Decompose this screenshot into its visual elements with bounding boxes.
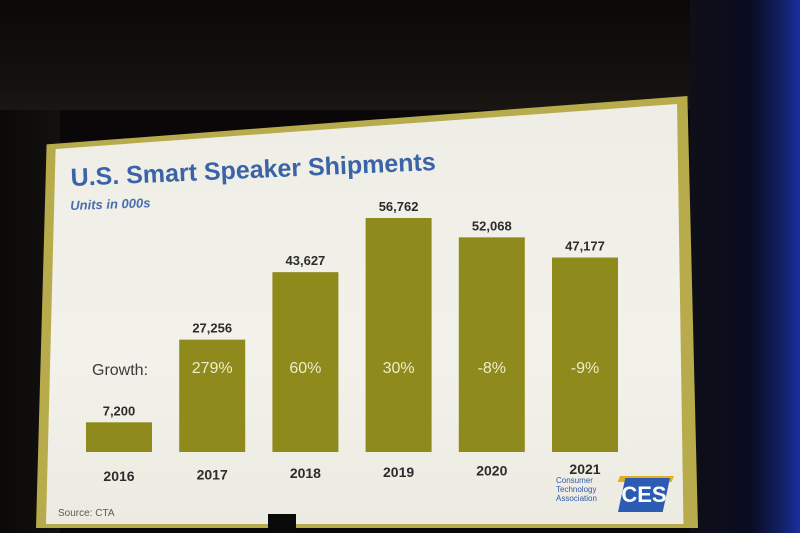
value-label-2019: 56,762 <box>379 199 419 214</box>
bar-2020 <box>458 237 525 452</box>
growth-label-2017: 279% <box>192 360 233 377</box>
growth-label-2021: -9% <box>571 360 599 377</box>
ces-logo-mark: CES <box>618 478 670 512</box>
value-label-2018: 43,627 <box>286 253 326 268</box>
category-label-2020: 2020 <box>476 462 507 478</box>
room-background-top <box>0 0 800 110</box>
category-label-2016: 2016 <box>103 468 134 484</box>
growth-label-2018: 60% <box>289 360 321 377</box>
cta-logo-line3: Association <box>556 494 597 503</box>
screen-stand <box>268 514 296 533</box>
growth-label-2019: 30% <box>383 360 415 377</box>
category-label-2019: 2019 <box>383 464 414 480</box>
category-label-2017: 2017 <box>197 467 228 483</box>
source-note: Source: CTA <box>58 508 115 519</box>
cta-logo-text: Consumer Technology Association <box>556 476 616 503</box>
bar-2021 <box>552 257 618 452</box>
bar-2017 <box>179 339 246 452</box>
cta-logo-line2: Technology <box>556 485 597 494</box>
growth-label: Growth: <box>92 362 149 379</box>
value-label-2016: 7,200 <box>103 403 136 418</box>
cta-logo-line1: Consumer <box>556 476 593 485</box>
value-label-2017: 27,256 <box>192 321 232 336</box>
bar-2019 <box>365 218 432 452</box>
bar-2016 <box>86 422 152 452</box>
category-label-2021: 2021 <box>569 461 600 477</box>
value-label-2020: 52,068 <box>472 218 512 233</box>
bar-2018 <box>272 272 339 452</box>
category-label-2018: 2018 <box>290 465 321 481</box>
room-background-right <box>690 0 800 533</box>
cta-logo: Consumer Technology Association CES <box>556 476 674 518</box>
value-label-2021: 47,177 <box>565 239 605 254</box>
growth-label-2020: -8% <box>478 360 506 377</box>
